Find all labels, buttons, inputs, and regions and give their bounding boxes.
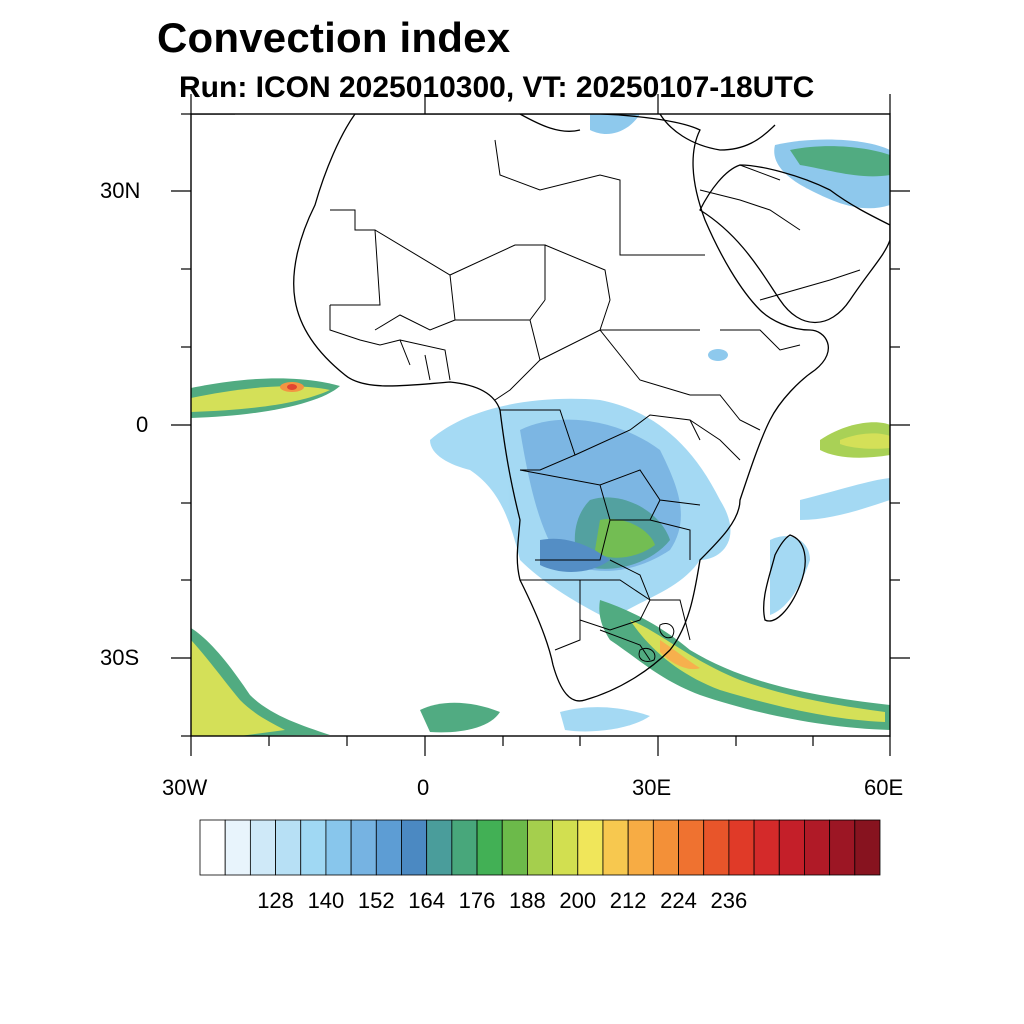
colorbar-swatch <box>703 819 730 876</box>
lon-label-60e: 60E <box>864 775 904 800</box>
colorbar-swatch <box>602 819 629 876</box>
colorbar-label: 200 <box>559 888 597 913</box>
lat-label-30s: 30S <box>100 645 140 670</box>
chart-title: Convection index <box>157 14 511 61</box>
colorbar-label: 128 <box>257 888 294 913</box>
colorbar-swatch <box>249 819 276 876</box>
colorbar-label: 224 <box>660 888 697 913</box>
colorbar <box>199 819 881 876</box>
convection-region-ethiopia <box>708 349 728 361</box>
colorbar-swatch <box>577 819 604 876</box>
colorbar-swatch <box>552 819 579 876</box>
colorbar-label: 176 <box>458 888 496 913</box>
colorbar-swatch <box>426 819 453 876</box>
country-borders <box>329 139 861 663</box>
colorbar-label: 236 <box>710 888 748 913</box>
lat-label-30n: 30N <box>100 178 141 203</box>
colorbar-label: 140 <box>307 888 345 913</box>
colorbar-label: 152 <box>357 888 395 913</box>
colorbar-swatch <box>829 819 856 876</box>
lon-label-0: 0 <box>417 775 430 800</box>
lon-ticks <box>190 94 891 756</box>
colorbar-label: 164 <box>408 888 446 913</box>
colorbar-swatch <box>350 819 377 876</box>
lat-label-0: 0 <box>136 412 149 437</box>
madagascar-outline <box>763 534 806 622</box>
coastlines <box>191 114 890 702</box>
colorbar-swatch <box>199 819 226 876</box>
colorbar-swatch <box>325 819 352 876</box>
colorbar-swatch <box>501 819 528 876</box>
arabia-outline <box>699 164 890 323</box>
colorbar-swatch <box>224 819 251 876</box>
colorbar-swatch <box>275 819 302 876</box>
colorbar-swatch <box>678 819 705 876</box>
lon-label-30e: 30E <box>632 775 672 800</box>
lat-ticks <box>171 113 910 737</box>
lon-label-30w: 30W <box>162 775 208 800</box>
convection-region-southern-band <box>599 600 890 730</box>
colorbar-swatch <box>652 819 679 876</box>
colorbar-swatch <box>804 819 831 876</box>
chart-subtitle: Run: ICON 2025010300, VT: 20250107-18UTC <box>179 71 815 104</box>
colorbar-swatch <box>451 819 478 876</box>
colorbar-swatch <box>527 819 553 876</box>
colorbar-swatch <box>401 819 428 876</box>
colorbar-swatch <box>753 819 780 876</box>
convection-field <box>191 114 890 736</box>
colorbar-swatch <box>300 819 327 876</box>
colorbar-swatch <box>627 819 654 876</box>
colorbar-swatch <box>728 819 755 876</box>
colorbar-swatch <box>375 819 402 876</box>
colorbar-label: 188 <box>509 888 546 913</box>
colorbar-label: 212 <box>609 888 647 913</box>
colorbar-swatch <box>854 819 881 876</box>
colorbar-swatch <box>778 819 805 876</box>
colorbar-swatch <box>476 819 503 876</box>
